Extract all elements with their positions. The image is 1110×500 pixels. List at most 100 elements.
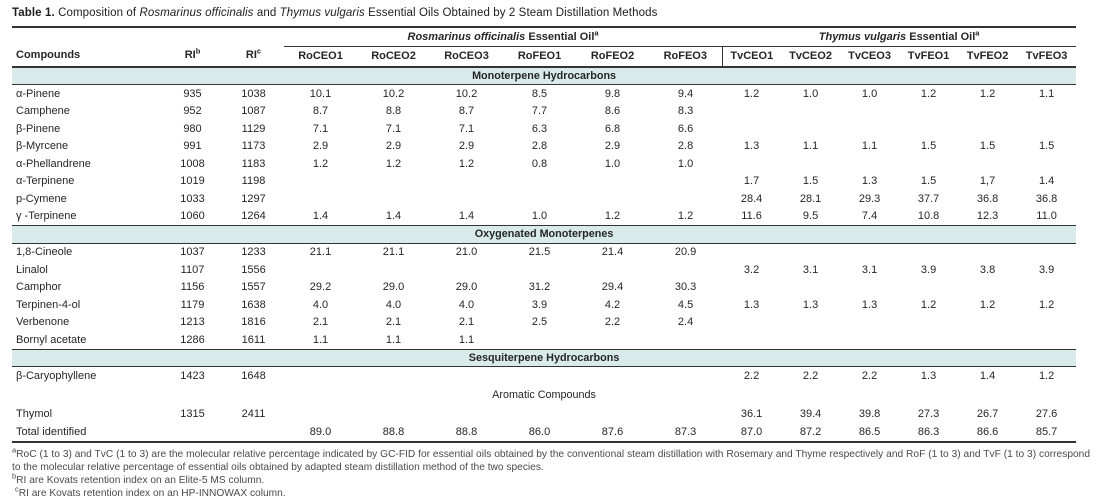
compound-name: α-Terpinene — [16, 175, 75, 187]
cell-roceo1: 29.2 — [309, 281, 332, 293]
ri-c-value: 1173 — [241, 140, 266, 152]
col-ri-b: RIb — [162, 46, 223, 68]
cell-rofeo1: 31.2 — [528, 281, 551, 293]
cell-tvceo1: 87.0 — [722, 423, 782, 443]
cell-tvceo3 — [840, 243, 899, 261]
cell-rofeo1 — [503, 173, 576, 191]
cell-rofeo1 — [503, 331, 576, 349]
ri-c-value: 1183 — [241, 157, 266, 170]
cell-tvfeo2: 12.3 — [976, 210, 999, 222]
section-label: Oxygenated Monoterpenes — [12, 225, 1077, 244]
compound-name: Thymol — [16, 408, 53, 420]
cell-roceo2: 21.1 — [382, 246, 405, 258]
cell-tvceo2: 39.4 — [799, 408, 822, 420]
cell-rofeo2 — [576, 406, 649, 424]
section-header: Monoterpene Hydrocarbons — [12, 66, 1077, 85]
cell-rofeo2: 9.8 — [604, 87, 621, 100]
ri-c-value: 1264 — [241, 210, 266, 222]
cell-tvfeo1: 1.2 — [920, 298, 937, 311]
cell-tvfeo3 — [1017, 120, 1076, 138]
cell-tvceo2: 87.2 — [781, 423, 841, 443]
cell-roceo3: 10.2 — [455, 87, 478, 100]
cell-tvceo1: 3.2 — [743, 263, 760, 276]
cell-rofeo2: 29.4 — [601, 281, 624, 293]
cell-rofeo3 — [649, 406, 722, 424]
cell-tvceo1 — [722, 331, 781, 349]
cell-tvceo3 — [840, 120, 899, 138]
table-row: Total identified 89.0 88.8 88.8 86.0 87.6 87.3… — [12, 423, 1077, 443]
table-row: α-Pinene 935 1038 10.1 10.2 10.2 8.5 9.8 9.4 1.2 1… — [12, 85, 1076, 103]
table-row: Verbenone 1213 1816 2.1 2.1 2.1 2.5 2.2 2.4 — [12, 314, 1076, 332]
cell-tvfeo1: 27.3 — [917, 408, 940, 420]
cell-rofeo3: 9.4 — [677, 87, 694, 100]
cell-tvceo2 — [781, 279, 840, 297]
ri-b-value: 1213 — [180, 316, 205, 328]
cell-rofeo2: 8.6 — [604, 105, 621, 117]
cell-tvceo3: 29.3 — [858, 192, 881, 205]
cell-tvceo2: 1.0 — [802, 87, 819, 100]
cell-roceo2: 29.0 — [382, 281, 405, 293]
cell-rofeo1: 6.3 — [531, 122, 548, 135]
col-rofeo2: RoFEO2 — [576, 46, 650, 68]
cell-roceo1: 2.1 — [312, 316, 329, 328]
cell-tvceo3: 3.1 — [861, 263, 878, 276]
cell-rofeo1: 8.5 — [531, 87, 548, 100]
cell-tvfeo1: 86.3 — [899, 423, 959, 443]
cell-tvceo2 — [781, 120, 840, 138]
cell-roceo2: 1.1 — [385, 333, 402, 346]
table-row: Terpinen-4-ol 1179 1638 4.0 4.0 4.0 3.9 4.2 4.5 1… — [12, 296, 1076, 314]
cell-roceo2 — [357, 406, 430, 424]
cell-tvceo3: 1.0 — [861, 87, 878, 100]
cell-rofeo3 — [649, 331, 722, 349]
cell-tvfeo2 — [958, 155, 1017, 173]
ri-c-value: 1198 — [241, 175, 266, 187]
footnote-c: cRI are Kovats retention index on an HP-… — [15, 484, 286, 499]
ri-b-value: 1315 — [180, 408, 205, 420]
ri-c-value: 1557 — [241, 281, 266, 293]
cell-tvfeo3 — [1017, 155, 1076, 173]
cell-roceo3: 1.4 — [458, 210, 475, 222]
cell-roceo3: 29.0 — [455, 281, 478, 293]
group-header-row: Rosmarinus officinalis Essential Oila Th… — [12, 26, 1077, 47]
section-label: Monoterpene Hydrocarbons — [12, 66, 1077, 85]
cell-roceo3 — [430, 261, 503, 279]
cell-roceo3: 1.2 — [458, 157, 475, 170]
cell-rofeo1: 2.5 — [531, 316, 548, 328]
cell-tvfeo3: 3.9 — [1038, 263, 1055, 276]
cell-tvceo1: 1.3 — [743, 140, 760, 152]
cell-roceo3: 8.7 — [458, 105, 475, 117]
cell-tvceo1 — [722, 314, 781, 332]
table-row: Camphene 952 1087 8.7 8.8 8.7 7.7 8.6 8.3 — [12, 103, 1076, 121]
cell-tvfeo1 — [899, 155, 958, 173]
col-tvfeo3: TvFEO3 — [1017, 46, 1077, 68]
cell-tvceo3: 1.3 — [861, 298, 878, 311]
ri-b-value: 1107 — [180, 263, 205, 276]
cell-tvfeo1: 37.7 — [917, 192, 940, 205]
cell-tvfeo2: 86.6 — [958, 423, 1018, 443]
table-row: α-Terpinene 1019 1198 1.7 1.5 1.3 1.5 1,7 1.4 — [12, 173, 1076, 191]
cell-tvceo1: 11.6 — [741, 210, 762, 222]
cell-roceo2: 10.2 — [382, 87, 405, 100]
cell-tvceo3 — [840, 103, 899, 121]
table-row: Thymol 1315 2411 36.1 39.4 39.8 27.3 26.7 27.6 — [12, 406, 1076, 424]
cell-tvceo3: 1.1 — [861, 140, 878, 152]
cell-roceo2 — [357, 261, 430, 279]
cell-roceo1 — [284, 261, 357, 279]
cell-roceo2: 2.1 — [385, 316, 402, 328]
ri-c-value: 1129 — [241, 122, 266, 135]
cell-rofeo1 — [503, 406, 576, 424]
cell-tvceo1: 2.2 — [743, 369, 760, 382]
ri-b-value: 1423 — [180, 369, 205, 382]
compound-name: β-Myrcene — [16, 140, 69, 152]
cell-tvfeo1: 1.5 — [920, 175, 937, 187]
cell-roceo3 — [430, 367, 503, 385]
section-header: Sesquiterpene Hydrocarbons — [12, 348, 1077, 367]
cell-tvfeo1 — [899, 279, 958, 297]
cell-tvfeo2 — [958, 314, 1017, 332]
cell-tvfeo2: 3.8 — [979, 263, 996, 276]
cell-tvceo1 — [722, 120, 781, 138]
ri-b-value: 980 — [183, 122, 202, 135]
cell-rofeo3 — [649, 367, 722, 385]
compound-name: α-Pinene — [16, 87, 61, 100]
cell-rofeo2 — [576, 173, 649, 191]
